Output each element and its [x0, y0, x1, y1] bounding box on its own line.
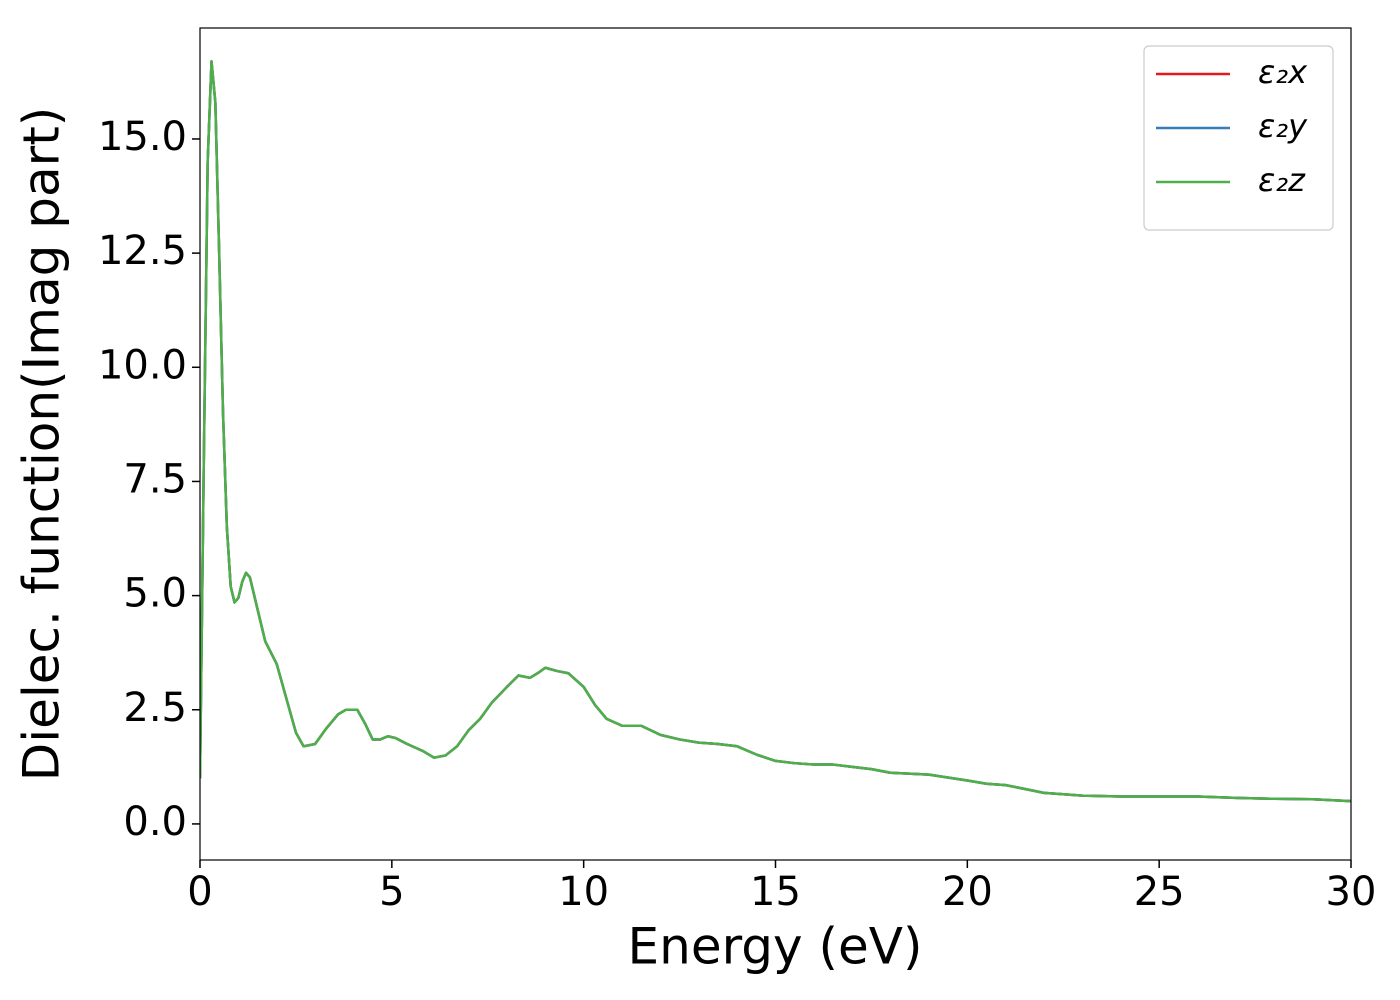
- legend-box: [1143, 45, 1334, 231]
- x-tick-label: 10: [558, 869, 609, 915]
- legend-label: ε₂z: [1258, 161, 1306, 199]
- y-axis-label: Dielec. function(Imag part): [13, 107, 71, 782]
- series-line: [200, 60, 1351, 803]
- y-tick-label: 10.0: [98, 342, 187, 388]
- x-axis-label: Energy (eV): [628, 918, 923, 976]
- axes-frame: [199, 27, 1352, 861]
- x-tick-label: 25: [1134, 869, 1185, 915]
- x-tick-label: 0: [187, 869, 212, 915]
- x-tick-label: 5: [379, 869, 404, 915]
- y-tick-label: 7.5: [123, 456, 187, 502]
- plot-area: [200, 60, 1351, 803]
- y-tick-label: 5.0: [123, 571, 187, 617]
- y-tick-label: 12.5: [98, 228, 187, 274]
- x-tick-label: 15: [750, 869, 801, 915]
- x-tick-label: 20: [942, 869, 993, 915]
- legend-label: ε₂y: [1258, 107, 1308, 145]
- y-tick-label: 0.0: [123, 799, 187, 845]
- y-tick-label: 15.0: [98, 114, 187, 160]
- y-tick-label: 2.5: [123, 685, 187, 731]
- legend-label: ε₂x: [1258, 53, 1308, 91]
- x-tick-label: 30: [1326, 869, 1377, 915]
